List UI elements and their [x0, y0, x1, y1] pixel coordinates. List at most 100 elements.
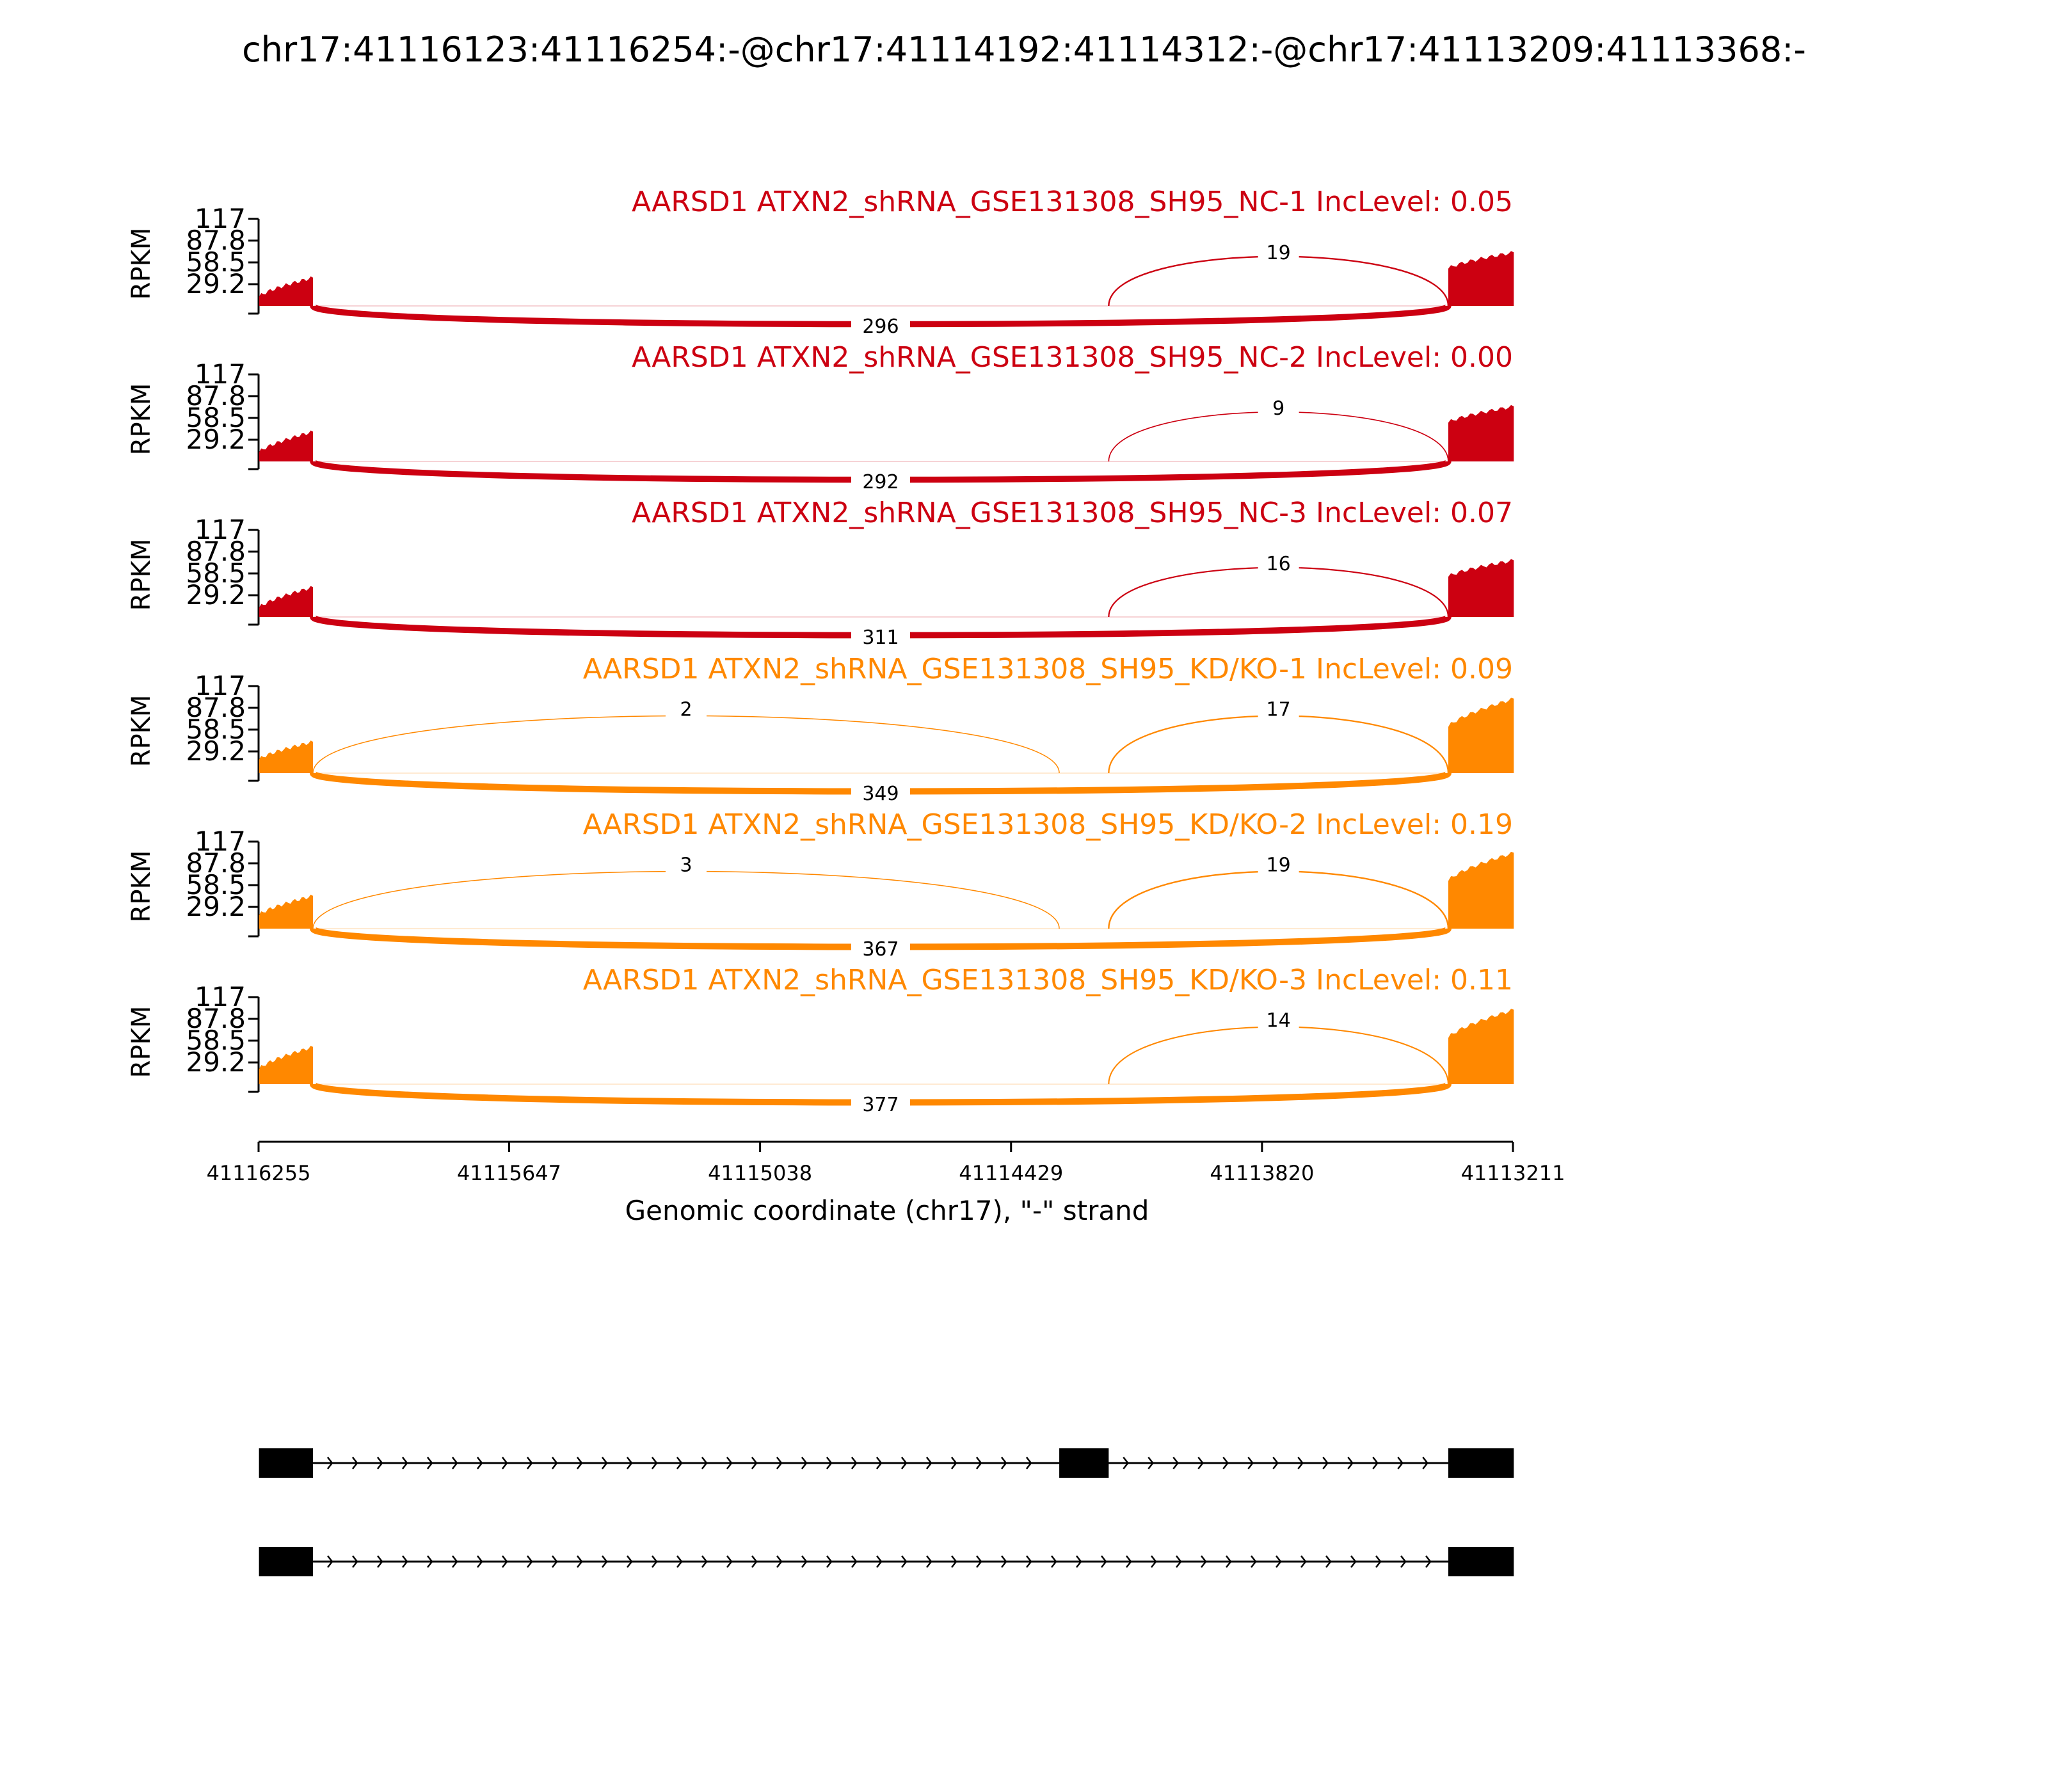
y-axis-label: RPKM	[127, 695, 156, 767]
strand-arrow	[1300, 1555, 1307, 1568]
y-tick-label: 58.5	[186, 557, 246, 589]
junction-label-bg	[851, 316, 910, 340]
strand-arrow	[1247, 1457, 1254, 1469]
junction-label-bg	[851, 783, 910, 808]
junction-label-bg	[851, 939, 910, 963]
strand-arrow	[652, 1555, 658, 1568]
chart-title: chr17:41116123:41116254:-@chr17:41114192…	[242, 29, 1806, 70]
strand-arrow	[926, 1555, 932, 1568]
strand-arrow	[1397, 1457, 1404, 1469]
strand-arrow	[352, 1457, 358, 1469]
strand-arrow	[627, 1555, 633, 1568]
y-tick-label: 87.8	[186, 536, 246, 567]
coverage-area	[259, 276, 313, 306]
junction-label-bg	[851, 627, 910, 652]
junction-count: 3	[680, 854, 692, 877]
exon-block	[1448, 1448, 1514, 1478]
y-tick-label: 87.8	[186, 380, 246, 412]
junction-label-bg	[1258, 1007, 1299, 1031]
strand-arrow	[1123, 1457, 1129, 1469]
exon-block	[1448, 1547, 1514, 1576]
strand-arrow	[1350, 1555, 1357, 1568]
strand-arrow	[751, 1457, 758, 1469]
junction-arc	[1108, 715, 1450, 774]
isoform-track	[259, 1448, 1514, 1478]
strand-arrow	[427, 1457, 433, 1469]
strand-arrow	[1026, 1457, 1032, 1469]
strand-arrow	[627, 1457, 633, 1469]
coverage-area	[259, 1046, 313, 1084]
strand-arrow	[826, 1555, 833, 1568]
strand-arrow	[1051, 1555, 1057, 1568]
strand-arrow	[402, 1555, 408, 1568]
y-tick-label: 117	[195, 514, 246, 545]
y-axis-label: RPKM	[127, 539, 156, 611]
strand-arrow	[1151, 1555, 1157, 1568]
coverage-area	[259, 586, 313, 617]
strand-arrow	[502, 1555, 508, 1568]
junction-count: 292	[862, 471, 899, 493]
junction-arc	[312, 870, 1060, 929]
y-axis-label: RPKM	[127, 228, 156, 300]
strand-arrow	[452, 1457, 458, 1469]
junction-label-bg	[851, 1094, 910, 1119]
strand-arrow	[776, 1457, 783, 1469]
strand-arrow	[701, 1555, 708, 1568]
y-tick-label: 29.2	[186, 891, 246, 922]
coverage-area	[1448, 404, 1514, 461]
junction-arc	[1108, 870, 1450, 929]
junction-label-bg	[1258, 852, 1299, 876]
y-axis-label: RPKM	[127, 1006, 156, 1078]
junction-count: 2	[680, 699, 692, 721]
sample-label: AARSD1 ATXN2_shRNA_GSE131308_SH95_NC-1 I…	[632, 186, 1513, 218]
junction-count: 296	[862, 316, 899, 338]
y-tick-label: 87.8	[186, 1003, 246, 1034]
x-tick-label: 41113820	[1210, 1161, 1314, 1185]
junction-arc	[312, 715, 1060, 774]
junction-count: 311	[862, 627, 899, 649]
y-tick-label: 29.2	[186, 424, 246, 455]
junction-count: 17	[1267, 699, 1291, 721]
junction-count: 377	[862, 1094, 899, 1116]
strand-arrow	[1176, 1555, 1182, 1568]
junction-label-bg	[1258, 550, 1299, 574]
strand-arrow	[851, 1457, 858, 1469]
x-tick-label: 41115647	[457, 1161, 561, 1185]
strand-arrow	[876, 1457, 883, 1469]
y-axis-label: RPKM	[127, 851, 156, 923]
isoform-structures	[259, 1448, 1514, 1576]
coverage-area	[259, 740, 313, 773]
x-tick-label: 41114429	[959, 1161, 1063, 1185]
junction-arc	[1108, 1026, 1449, 1085]
y-tick-label: 58.5	[186, 1025, 246, 1056]
strand-arrow	[527, 1457, 533, 1469]
x-tick-label: 41115038	[708, 1161, 812, 1185]
coverage-area	[1448, 698, 1514, 773]
isoform-track	[259, 1547, 1514, 1576]
y-tick-label: 117	[195, 670, 246, 701]
y-tick-label: 117	[195, 826, 246, 857]
strand-arrow	[776, 1555, 783, 1568]
strand-arrow	[1201, 1555, 1207, 1568]
junction-label-bg	[666, 696, 707, 720]
exon-block	[1059, 1448, 1109, 1478]
strand-arrow	[402, 1457, 408, 1469]
junction-count: 19	[1267, 242, 1291, 264]
strand-arrow	[726, 1555, 733, 1568]
strand-arrow	[676, 1457, 683, 1469]
y-tick-label: 29.2	[186, 735, 246, 767]
sample-label: AARSD1 ATXN2_shRNA_GSE131308_SH95_NC-2 I…	[632, 341, 1513, 374]
strand-arrow	[452, 1555, 458, 1568]
strand-arrow	[552, 1555, 558, 1568]
x-axis: 41116255 41115647 41115038 41114429 41113820…	[207, 1140, 1565, 1226]
y-tick-label: 58.5	[186, 869, 246, 900]
strand-arrow	[377, 1555, 383, 1568]
strand-arrow	[477, 1457, 483, 1469]
